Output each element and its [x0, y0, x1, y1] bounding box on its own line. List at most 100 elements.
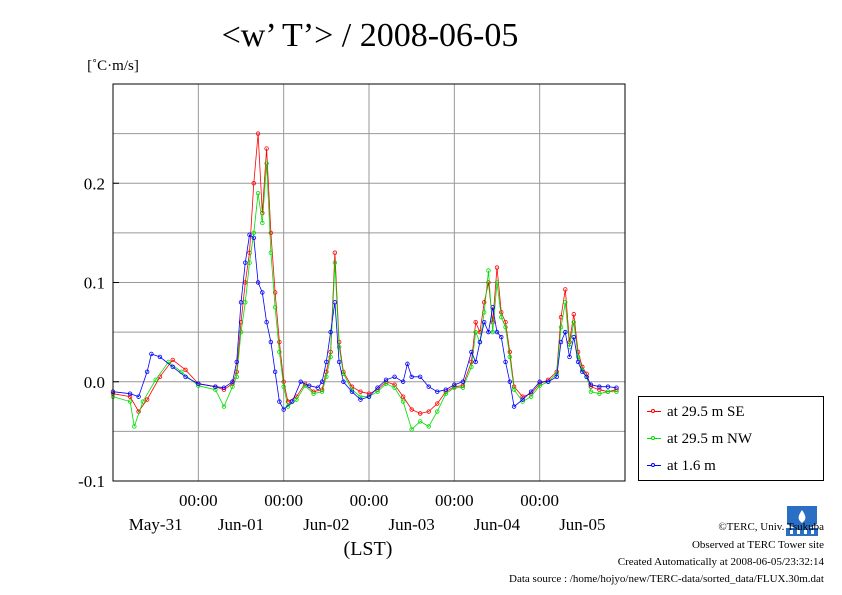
legend-swatch-se — [647, 407, 661, 417]
data-point — [499, 334, 504, 340]
legend-label-se: at 29.5 m SE — [667, 403, 745, 420]
legend-swatch-1-6m — [647, 461, 661, 471]
data-point — [255, 280, 261, 285]
data-point — [213, 387, 218, 392]
series-1 — [110, 161, 619, 432]
y-tick-label: -0.1 — [78, 472, 105, 491]
data-point — [332, 300, 338, 305]
series-line — [112, 163, 617, 431]
y-tick-label: 0.1 — [84, 274, 105, 293]
data-point — [418, 419, 423, 424]
data-point — [563, 329, 568, 335]
data-point — [460, 379, 466, 384]
data-point — [528, 389, 534, 394]
data-point — [332, 250, 338, 255]
data-point — [319, 389, 325, 394]
data-point — [405, 361, 410, 367]
data-point — [230, 379, 235, 384]
data-point — [336, 359, 342, 365]
data-point — [584, 374, 589, 379]
data-point — [490, 329, 495, 335]
data-point — [247, 232, 252, 238]
data-point — [349, 389, 355, 394]
data-point — [571, 312, 576, 317]
data-point — [452, 385, 457, 390]
data-point — [460, 385, 466, 390]
data-point — [597, 384, 602, 389]
data-point — [238, 300, 244, 305]
data-point — [234, 374, 239, 379]
data-point — [183, 374, 188, 379]
data-point — [272, 290, 278, 295]
grid-lines — [113, 84, 625, 481]
data-point — [127, 394, 133, 399]
data-point — [255, 131, 261, 136]
data-point — [563, 287, 568, 292]
data-point — [260, 220, 265, 226]
data-point — [341, 379, 346, 384]
data-point — [482, 300, 487, 305]
data-point — [140, 399, 146, 404]
data-point — [490, 320, 495, 325]
data-point — [575, 359, 581, 365]
data-point — [558, 339, 564, 345]
data-point — [277, 339, 282, 345]
terc-logo-icon — [783, 502, 821, 538]
data-point — [366, 391, 372, 396]
data-point — [520, 394, 525, 399]
data-point — [567, 354, 572, 360]
x-time-label: 00:00 — [179, 491, 218, 510]
data-point — [366, 394, 372, 399]
x-axis-label: (LST) — [344, 538, 393, 560]
data-point — [277, 349, 282, 355]
data-point — [400, 394, 406, 399]
data-point — [170, 364, 175, 370]
data-point — [486, 280, 491, 285]
data-point — [251, 235, 256, 241]
data-point — [234, 359, 239, 365]
data-point — [490, 305, 495, 310]
data-point — [196, 381, 201, 386]
data-point — [614, 385, 619, 390]
data-point — [268, 250, 274, 255]
data-point — [571, 320, 576, 325]
data-point — [511, 387, 517, 392]
x-day-label: Jun-04 — [474, 515, 521, 534]
data-point — [580, 369, 585, 375]
data-point — [392, 374, 397, 379]
series-2 — [110, 232, 619, 412]
data-point — [452, 382, 457, 387]
data-point — [435, 401, 440, 406]
data-point — [144, 397, 150, 402]
data-point — [383, 377, 389, 382]
data-point — [426, 384, 431, 389]
data-point — [243, 260, 248, 265]
data-point — [358, 397, 363, 402]
legend-item-se: at 29.5 m SE — [647, 401, 745, 423]
data-point — [230, 384, 235, 389]
data-point — [486, 268, 491, 273]
data-point — [144, 369, 150, 375]
y-tick-label: 0.0 — [84, 373, 105, 392]
data-point — [558, 324, 564, 330]
data-point — [328, 329, 333, 335]
data-point — [588, 382, 594, 387]
data-point — [319, 379, 325, 384]
data-point — [149, 351, 154, 357]
data-point — [324, 374, 329, 379]
legend-label-nw: at 29.5 m NW — [667, 430, 752, 447]
data-point — [311, 391, 316, 396]
data-point — [332, 260, 338, 265]
data-point — [170, 357, 175, 363]
legend-item-nw: at 29.5 m NW — [647, 428, 752, 450]
data-point — [324, 359, 329, 365]
data-point — [255, 190, 261, 196]
y-axis-label: [˚C·m/s] — [87, 58, 139, 74]
y-tick-label: 0.2 — [84, 174, 105, 193]
x-tick-labels: 00:00 00:00 00:00 00:00 00:00 May-31 Jun-01 Jun… — [129, 491, 606, 534]
data-point — [157, 354, 163, 360]
data-point — [473, 329, 478, 335]
data-point — [221, 385, 227, 390]
footer-source: Data source : /home/hojyo/new/TERC-data/… — [509, 573, 824, 585]
data-point — [132, 424, 137, 429]
